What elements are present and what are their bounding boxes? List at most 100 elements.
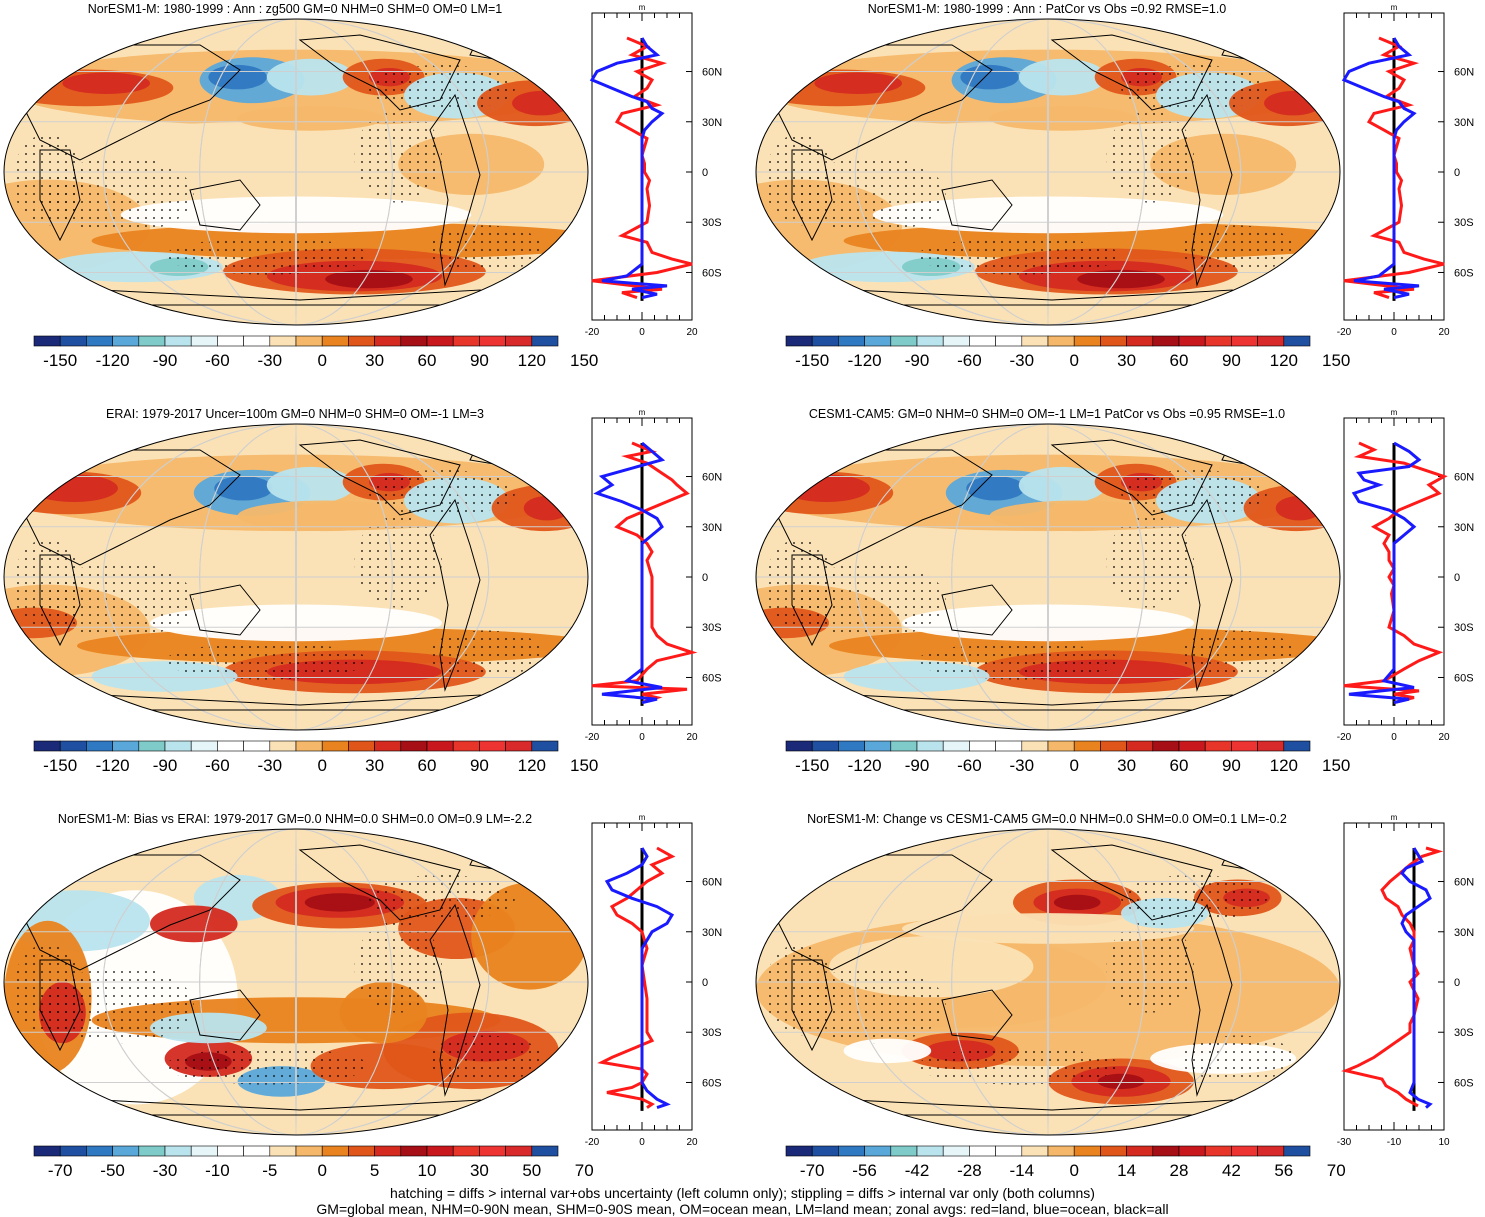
stippling-region xyxy=(1179,1035,1297,1082)
map-field xyxy=(4,424,588,730)
meridian-line xyxy=(1047,424,1049,730)
colorbar-swatch xyxy=(1021,1145,1049,1157)
coastline xyxy=(298,439,461,516)
colorbar-tick-label: 120 xyxy=(518,756,546,775)
colorbar-swatch xyxy=(785,335,813,347)
zonal-ocean-line xyxy=(593,441,666,705)
colorbar-swatch xyxy=(400,1145,428,1157)
stippling-region xyxy=(799,966,946,1044)
zonal-x-label: 20 xyxy=(1438,732,1450,743)
colorbar-swatch xyxy=(1073,1145,1101,1157)
colorbar-swatch xyxy=(269,740,297,752)
colorbar-swatch xyxy=(890,335,918,347)
anomaly-region xyxy=(150,905,238,943)
colorbar-swatch xyxy=(138,740,166,752)
colorbar-tick-label: 60 xyxy=(1170,756,1189,775)
coastline xyxy=(429,903,481,1097)
colorbar-swatch xyxy=(217,1145,244,1157)
panel-title: CESM1-CAM5: GM=0 NHM=0 SHM=0 OM=-1 LM=1 … xyxy=(808,407,1286,421)
anomaly-region xyxy=(214,476,273,501)
zonal-land-line xyxy=(591,36,693,300)
anomaly-region xyxy=(1018,466,1107,504)
anomaly-region xyxy=(1077,269,1165,289)
anomaly-region xyxy=(266,466,355,504)
colorbar-tick-label: 60 xyxy=(1170,351,1189,370)
stippling-region xyxy=(12,538,83,631)
colorbar-tick-label: 60 xyxy=(418,351,437,370)
colorbar-swatch xyxy=(348,1145,375,1157)
zonal-lat-label: 0 xyxy=(1454,167,1460,179)
panel-graphics: -150 -120 -90 -60 -30 0 30 60 90 120 150 m 60N 30N 0 30… xyxy=(755,408,1474,775)
stippling-region xyxy=(916,1047,1121,1085)
colorbar-tick-label: 30 xyxy=(365,351,384,370)
colorbar-swatch xyxy=(243,335,271,347)
colorbar-swatch xyxy=(1047,1145,1075,1157)
colorbar-swatch xyxy=(321,740,349,752)
colorbar-swatch xyxy=(164,1145,192,1157)
zonal-lat-label: 30N xyxy=(1454,522,1474,534)
panel-bias: NorESM1-M: Bias vs ERAI: 1979-2017 GM=0.… xyxy=(0,810,742,1215)
map-border xyxy=(755,828,1341,1136)
zonal-lat-label: 30S xyxy=(702,1027,722,1039)
colorbar-swatch xyxy=(86,1145,113,1157)
zonal-x-label: 0 xyxy=(639,327,645,338)
colorbar-swatch xyxy=(426,1145,454,1157)
colorbar-swatch xyxy=(811,1145,839,1157)
colorbar-tick-label: -90 xyxy=(905,756,930,775)
zonal-unit-label: m xyxy=(1391,3,1398,12)
colorbar-tick-label: -90 xyxy=(905,351,930,370)
zonal-ocean-line xyxy=(604,847,675,1110)
coastline xyxy=(39,149,81,242)
anomaly-region xyxy=(304,893,375,912)
colorbar-swatch xyxy=(321,1145,349,1157)
anomaly-region xyxy=(960,64,1019,90)
colorbar-swatch xyxy=(112,1145,140,1157)
colorbar-swatch xyxy=(426,335,454,347)
colorbar-swatch xyxy=(138,335,166,347)
colorbar: -150 -120 -90 -60 -30 0 30 60 90 120 150 xyxy=(33,335,598,370)
colorbar-swatch xyxy=(531,1145,559,1157)
coastline xyxy=(1181,93,1233,287)
panel-noresm-clim: NorESM1-M: 1980-1999 : Ann : zg500 GM=0 … xyxy=(0,0,742,405)
coastline xyxy=(429,498,481,692)
map-field xyxy=(756,829,1340,1135)
colorbar-swatch xyxy=(838,1145,865,1157)
zonal-x-label: 20 xyxy=(1438,327,1450,338)
colorbar-swatch xyxy=(1283,740,1311,752)
colorbar-tick-label: 120 xyxy=(518,351,546,370)
coastline xyxy=(469,844,522,871)
anomaly-region xyxy=(843,1038,932,1064)
meridian-line xyxy=(295,829,297,1135)
colorbar-swatch xyxy=(969,335,996,347)
zonal-x-label: -20 xyxy=(585,732,600,743)
colorbar-swatch xyxy=(531,740,559,752)
zonal-x-label: 20 xyxy=(686,732,698,743)
anomaly-region xyxy=(523,495,571,521)
colorbar-tick-label: 30 xyxy=(365,756,384,775)
colorbar-tick-label: 60 xyxy=(418,756,437,775)
coastline xyxy=(791,554,833,647)
colorbar-tick-label: -42 xyxy=(905,1161,930,1180)
colorbar-swatch xyxy=(86,335,113,347)
coastline xyxy=(791,149,833,242)
colorbar-tick-label: -60 xyxy=(957,351,982,370)
colorbar-swatch xyxy=(1152,1145,1180,1157)
zonal-lat-label: 0 xyxy=(1454,977,1460,989)
meridian-line xyxy=(854,829,1242,1135)
colorbar-swatch xyxy=(374,335,402,347)
colorbar-swatch xyxy=(995,335,1023,347)
colorbar-swatch xyxy=(426,740,454,752)
zonal-lat-label: 60N xyxy=(702,67,722,79)
colorbar-swatch xyxy=(59,335,87,347)
colorbar-tick-label: -70 xyxy=(800,1161,825,1180)
colorbar-tick-label: 0 xyxy=(317,756,326,775)
map-group xyxy=(3,18,589,326)
stippling-region xyxy=(916,237,1121,275)
meridian-line xyxy=(854,19,1242,325)
coastline xyxy=(19,854,241,971)
colorbar-tick-label: -30 xyxy=(258,756,283,775)
colorbar-swatch xyxy=(452,1145,480,1157)
zonal-x-label: 20 xyxy=(686,327,698,338)
panel-title: NorESM1-M: 1980-1999 : Ann : PatCor vs O… xyxy=(867,2,1227,16)
colorbar-tick-label: 150 xyxy=(1322,351,1350,370)
